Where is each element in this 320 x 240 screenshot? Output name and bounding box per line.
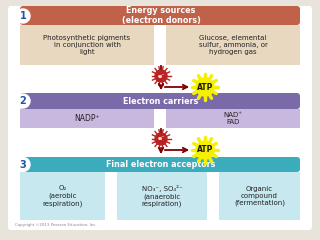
Text: O₂
(aerobic
respiration): O₂ (aerobic respiration) xyxy=(42,185,83,207)
Circle shape xyxy=(196,141,214,159)
Text: Electron carriers: Electron carriers xyxy=(123,96,199,106)
Text: Energy sources
(electron donors): Energy sources (electron donors) xyxy=(122,6,200,25)
Bar xyxy=(117,172,207,220)
Text: 3: 3 xyxy=(20,160,26,169)
Text: Photosynthetic pigments
in conjunction with
light: Photosynthetic pigments in conjunction w… xyxy=(44,35,131,55)
Text: NADP⁺: NADP⁺ xyxy=(74,114,100,123)
Text: Glucose, elemental
sulfur, ammonia, or
hydrogen gas: Glucose, elemental sulfur, ammonia, or h… xyxy=(199,35,268,55)
Text: NAD⁺
FAD: NAD⁺ FAD xyxy=(223,112,243,125)
Text: ATP: ATP xyxy=(197,145,213,155)
Text: 1: 1 xyxy=(20,11,26,21)
FancyBboxPatch shape xyxy=(8,6,312,230)
Bar xyxy=(219,172,300,220)
Text: ATP: ATP xyxy=(197,83,213,91)
Text: e⁻: e⁻ xyxy=(157,137,165,142)
Circle shape xyxy=(16,157,30,172)
FancyBboxPatch shape xyxy=(20,6,300,25)
Bar xyxy=(166,25,300,65)
Circle shape xyxy=(196,78,214,96)
Text: Copyright ©2013 Pearson Education, Inc.: Copyright ©2013 Pearson Education, Inc. xyxy=(15,223,97,227)
Text: NO₃⁻, SO₄²⁻
(anaerobic
respiration): NO₃⁻, SO₄²⁻ (anaerobic respiration) xyxy=(142,185,182,207)
FancyBboxPatch shape xyxy=(20,157,300,172)
Text: 2: 2 xyxy=(20,96,26,106)
Circle shape xyxy=(155,70,167,82)
Text: Organic
compound
(fermentation): Organic compound (fermentation) xyxy=(234,186,285,206)
Text: Final electron acceptors: Final electron acceptors xyxy=(106,160,216,169)
Circle shape xyxy=(155,133,167,145)
Bar xyxy=(20,109,154,128)
Circle shape xyxy=(16,9,30,23)
Text: e⁻: e⁻ xyxy=(157,73,165,78)
Bar xyxy=(20,172,105,220)
Bar xyxy=(166,109,300,128)
Circle shape xyxy=(16,94,30,108)
Bar xyxy=(20,25,154,65)
FancyBboxPatch shape xyxy=(20,93,300,109)
